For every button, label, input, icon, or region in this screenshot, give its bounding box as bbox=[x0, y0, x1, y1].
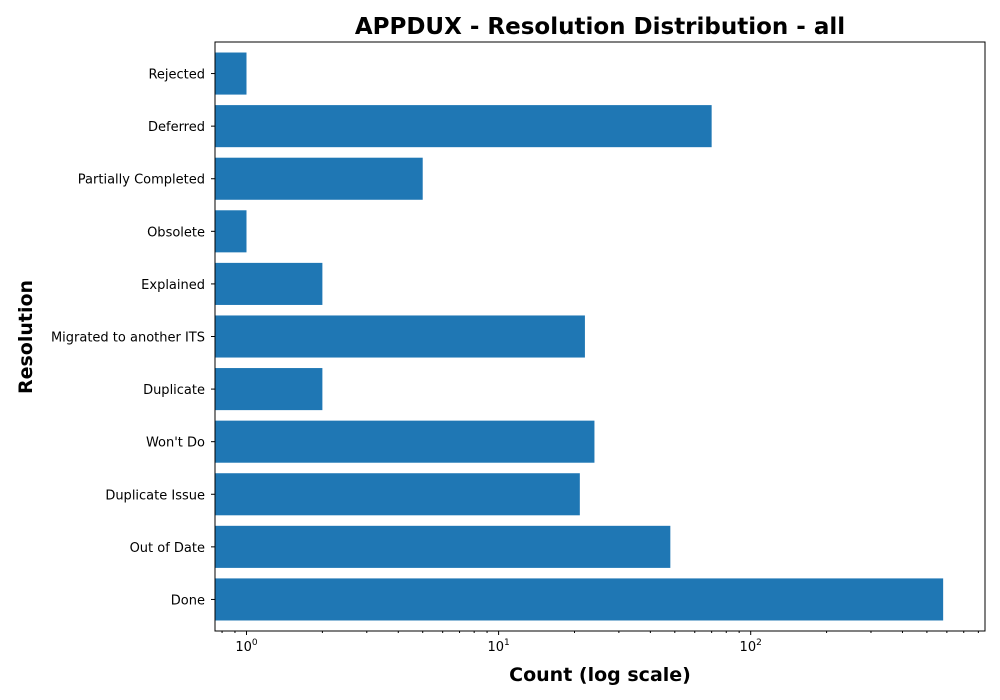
bar-rejected bbox=[215, 52, 247, 95]
bar-explained bbox=[215, 262, 323, 305]
y-tick-label: Partially Completed bbox=[78, 173, 205, 188]
plot-frame bbox=[214, 41, 986, 632]
x-ticks-group: 100 101 102 bbox=[221, 631, 979, 655]
y-tick-label: Out of Date bbox=[130, 541, 205, 556]
x-axis-label: Count (log scale) bbox=[509, 664, 691, 686]
y-tick-label: Migrated to another ITS bbox=[51, 331, 205, 346]
bar-duplicate bbox=[215, 368, 323, 411]
y-ticks-group: Rejected Deferred Partially Completed Obsol… bbox=[51, 68, 215, 608]
x-tick-label: 100 bbox=[235, 638, 258, 655]
y-tick-label: Rejected bbox=[148, 68, 205, 83]
bar-won-t-do bbox=[215, 420, 595, 463]
chart-title: APPDUX - Resolution Distribution - all bbox=[355, 14, 845, 40]
y-tick-label: Obsolete bbox=[147, 225, 205, 240]
bar-duplicate-issue bbox=[215, 473, 580, 516]
bar-obsolete bbox=[215, 210, 247, 253]
bar-done bbox=[215, 578, 944, 621]
bar-out-of-date bbox=[215, 525, 671, 568]
y-tick-label: Duplicate bbox=[143, 383, 205, 398]
bar-deferred bbox=[215, 105, 712, 148]
y-tick-label: Done bbox=[171, 593, 205, 608]
bars-group bbox=[215, 52, 944, 621]
bar-partially-completed bbox=[215, 157, 423, 200]
y-tick-label: Deferred bbox=[148, 120, 205, 135]
y-tick-label: Explained bbox=[141, 278, 205, 293]
x-tick-label: 101 bbox=[487, 638, 509, 655]
y-axis-label: Resolution bbox=[15, 280, 37, 394]
bar-migrated-to-another-its bbox=[215, 315, 585, 358]
y-tick-label: Duplicate Issue bbox=[105, 488, 205, 503]
x-tick-label: 102 bbox=[740, 638, 762, 655]
y-tick-label: Won't Do bbox=[146, 436, 205, 451]
